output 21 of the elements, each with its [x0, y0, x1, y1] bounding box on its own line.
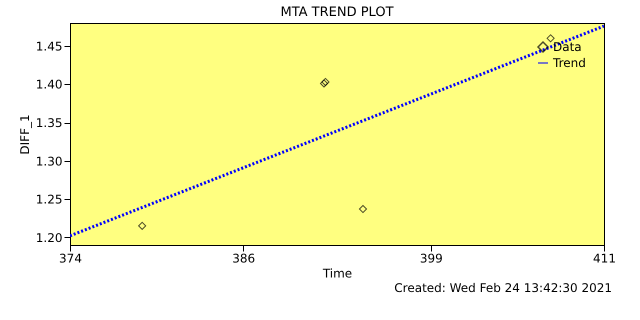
point [320, 79, 328, 88]
x-tick-label: 374 [59, 252, 82, 266]
point [546, 34, 555, 42]
x-axis-title: Time [322, 266, 352, 280]
y-axis-title: DIFF_1 [18, 114, 32, 155]
legend-label: Trend [552, 56, 586, 70]
x-tick-label: 386 [232, 252, 256, 266]
point [138, 222, 146, 230]
chart-title: MTA TREND PLOT [280, 5, 394, 20]
text: Created: Wed Feb 24 13:42:30 2021 [394, 281, 612, 295]
y-tick-label: 1.40 [36, 78, 62, 92]
y-tick-label: 1.20 [36, 230, 62, 245]
y-tick-label: 1.45 [36, 39, 62, 54]
point [321, 78, 330, 86]
point [358, 204, 368, 214]
x-tick-label: 399 [420, 252, 443, 266]
y-tick-label: 1.25 [36, 192, 62, 207]
y-tick-label: 1.30 [36, 154, 62, 168]
x-tick-label: 411 [593, 252, 616, 266]
y-tick-label: 1.35 [36, 116, 62, 130]
legend-label: Data [553, 40, 582, 54]
